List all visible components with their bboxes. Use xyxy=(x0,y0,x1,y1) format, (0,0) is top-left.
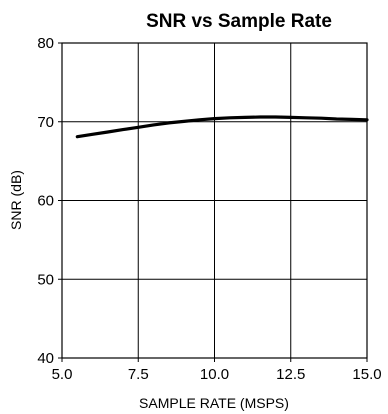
y-tick-label: 60 xyxy=(37,193,54,210)
x-tick-label: 12.5 xyxy=(276,366,305,383)
tick-labels: 5.0 7.5 10.0 12.5 15.0 40 50 60 70 80 xyxy=(37,35,381,383)
y-tick-label: 70 xyxy=(37,114,54,131)
x-tick-label: 5.0 xyxy=(52,366,73,383)
grid-lines xyxy=(62,43,367,358)
series-lines xyxy=(75,115,369,139)
y-tick-label: 40 xyxy=(37,350,54,367)
x-tick-label: 15.0 xyxy=(352,366,381,383)
chart-title: SNR vs Sample Rate xyxy=(146,11,332,32)
x-axis-label: SAMPLE RATE (MSPS) xyxy=(139,395,289,411)
y-tick-label: 80 xyxy=(37,35,54,52)
y-tick-label: 50 xyxy=(37,271,54,288)
x-tick-label: 10.0 xyxy=(200,366,229,383)
x-tick-label: 7.5 xyxy=(128,366,149,383)
y-axis-label: SNR (dB) xyxy=(8,170,24,230)
snr-series-line xyxy=(75,115,369,139)
